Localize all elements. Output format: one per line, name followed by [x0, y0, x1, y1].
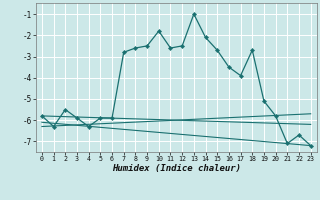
- X-axis label: Humidex (Indice chaleur): Humidex (Indice chaleur): [112, 164, 241, 173]
